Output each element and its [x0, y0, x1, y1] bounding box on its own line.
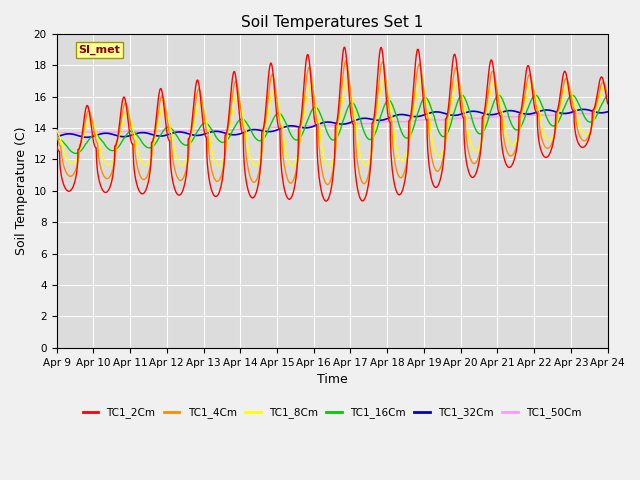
TC1_8Cm — [556, 108, 563, 113]
TC1_4Cm — [342, 58, 349, 64]
TC1_2Cm — [206, 182, 214, 188]
TC1_8Cm — [52, 126, 60, 132]
TC1_50Cm — [571, 110, 579, 116]
TC1_50Cm — [493, 114, 500, 120]
TC1_8Cm — [206, 138, 214, 144]
TC1_4Cm — [52, 130, 60, 136]
TC1_8Cm — [360, 162, 368, 168]
TC1_4Cm — [324, 182, 332, 188]
TC1_2Cm — [493, 96, 500, 102]
TC1_50Cm — [52, 130, 60, 135]
TC1_8Cm — [348, 97, 356, 103]
TC1_4Cm — [349, 108, 356, 114]
Line: TC1_2Cm: TC1_2Cm — [56, 47, 608, 201]
TC1_32Cm — [360, 115, 368, 121]
Line: TC1_32Cm: TC1_32Cm — [56, 109, 608, 137]
Y-axis label: Soil Temperature (C): Soil Temperature (C) — [15, 127, 28, 255]
TC1_2Cm — [571, 125, 579, 131]
TC1_16Cm — [568, 92, 576, 98]
X-axis label: Time: Time — [317, 373, 348, 386]
TC1_32Cm — [52, 134, 60, 140]
TC1_32Cm — [556, 110, 563, 116]
TC1_32Cm — [348, 119, 356, 125]
TC1_2Cm — [360, 196, 368, 202]
TC1_50Cm — [360, 121, 368, 127]
TC1_2Cm — [604, 101, 612, 107]
TC1_16Cm — [52, 136, 60, 142]
TC1_32Cm — [571, 108, 579, 114]
TC1_2Cm — [556, 97, 563, 103]
TC1_2Cm — [349, 120, 356, 126]
TC1_16Cm — [604, 93, 612, 98]
TC1_16Cm — [571, 94, 579, 100]
TC1_8Cm — [604, 89, 612, 95]
Line: TC1_4Cm: TC1_4Cm — [56, 61, 608, 185]
TC1_50Cm — [207, 127, 214, 133]
TC1_16Cm — [556, 118, 563, 123]
TC1_2Cm — [340, 44, 348, 50]
TC1_4Cm — [493, 85, 500, 91]
TC1_32Cm — [207, 129, 214, 135]
TC1_4Cm — [360, 181, 368, 187]
TC1_8Cm — [325, 164, 333, 169]
TC1_2Cm — [323, 198, 330, 204]
Text: SI_met: SI_met — [79, 45, 120, 55]
Line: TC1_50Cm: TC1_50Cm — [56, 112, 608, 133]
TC1_50Cm — [556, 112, 563, 118]
TC1_4Cm — [556, 104, 563, 109]
TC1_16Cm — [207, 125, 214, 131]
TC1_4Cm — [571, 108, 579, 113]
TC1_4Cm — [206, 159, 214, 165]
Legend: TC1_2Cm, TC1_4Cm, TC1_8Cm, TC1_16Cm, TC1_32Cm, TC1_50Cm: TC1_2Cm, TC1_4Cm, TC1_8Cm, TC1_16Cm, TC1… — [78, 403, 586, 422]
TC1_32Cm — [604, 109, 612, 115]
TC1_32Cm — [83, 134, 91, 140]
TC1_50Cm — [348, 120, 356, 126]
Line: TC1_8Cm: TC1_8Cm — [56, 80, 608, 167]
Line: TC1_16Cm: TC1_16Cm — [56, 95, 608, 153]
TC1_50Cm — [70, 130, 77, 136]
TC1_8Cm — [571, 103, 579, 109]
TC1_16Cm — [493, 94, 500, 100]
TC1_2Cm — [52, 142, 60, 147]
TC1_16Cm — [72, 150, 79, 156]
TC1_4Cm — [604, 93, 612, 99]
TC1_32Cm — [493, 111, 500, 117]
TC1_16Cm — [360, 129, 368, 135]
TC1_50Cm — [604, 109, 612, 115]
TC1_8Cm — [493, 84, 500, 90]
Title: Soil Temperatures Set 1: Soil Temperatures Set 1 — [241, 15, 423, 30]
TC1_16Cm — [348, 100, 356, 106]
TC1_32Cm — [580, 107, 588, 112]
TC1_8Cm — [380, 77, 388, 83]
